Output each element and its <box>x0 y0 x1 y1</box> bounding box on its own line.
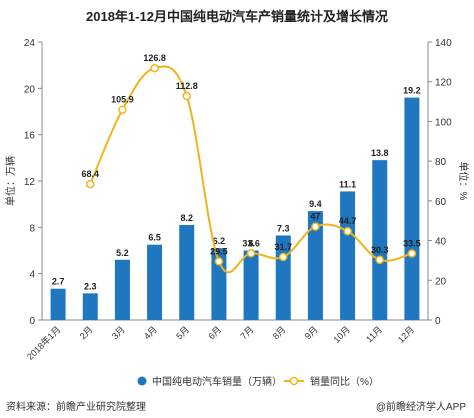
y-tick-label-right: 140 <box>435 38 452 49</box>
bar <box>307 211 323 320</box>
x-tick-label: 7月 <box>239 324 256 341</box>
x-tick-label: 2月 <box>78 324 95 341</box>
bar-value-label: 11.1 <box>339 179 356 189</box>
y-tick-label-right: 20 <box>435 276 447 287</box>
y-tick-label-left: 4 <box>29 270 35 281</box>
line-point <box>343 226 352 236</box>
line-point <box>182 91 191 101</box>
bar-value-label: 8.2 <box>180 213 193 223</box>
chart-svg: 0 4 8 12 16 20 24 0 20 40 60 80 100 120 140 单位：万辆 单位：% 20… <box>4 38 470 388</box>
bar-value-label: 7.3 <box>277 223 290 233</box>
line-value-label: 29.5 <box>210 246 228 256</box>
x-tick-label: 4月 <box>142 324 159 341</box>
brand-note: @前瞻经济学人APP <box>375 402 466 413</box>
bar <box>372 160 388 320</box>
y-tick-label-left: 16 <box>24 131 36 142</box>
x-tick-label: 6月 <box>206 324 223 341</box>
bar <box>147 244 163 320</box>
x-tick-label: 10月 <box>331 324 352 345</box>
line-point <box>150 63 159 73</box>
bar <box>243 250 259 320</box>
bar-value-label: 19.2 <box>403 86 421 96</box>
line-point <box>375 255 384 265</box>
line-value-label: 44.7 <box>339 216 357 226</box>
x-tick-label: 8月 <box>271 324 288 341</box>
line-value-label: 33.6 <box>242 238 260 248</box>
y-tick-label-left: 8 <box>29 223 35 234</box>
bar-value-label: 6.2 <box>213 236 226 246</box>
line-value-label: 47 <box>310 212 320 222</box>
y-axis-label-left: 单位：万辆 <box>4 156 17 206</box>
line-point <box>86 179 95 189</box>
legend-line-marker <box>289 376 299 386</box>
y-tick-label-left: 20 <box>24 84 36 95</box>
bar-value-label: 2.7 <box>52 277 65 287</box>
line-point <box>407 249 417 258</box>
legend-bar-marker <box>137 376 147 386</box>
bar-value-label: 6 <box>249 239 254 249</box>
line-value-label: 112.8 <box>176 81 198 91</box>
line-point <box>311 222 320 231</box>
bar <box>404 97 420 320</box>
x-tick-label: 11月 <box>364 324 384 344</box>
y-tick-label-left: 0 <box>29 316 35 327</box>
bar <box>211 248 227 320</box>
line-value-label: 126.8 <box>143 53 166 63</box>
y-tick-label-right: 40 <box>435 237 447 248</box>
y-tick-label-right: 80 <box>435 157 447 168</box>
y-tick-label-right: 60 <box>435 197 447 208</box>
bar-value-label: 13.8 <box>371 148 389 158</box>
line-point <box>246 249 256 258</box>
bar <box>179 225 195 320</box>
x-tick-label: 5月 <box>174 324 191 341</box>
line-value-label: 31.7 <box>274 242 292 252</box>
x-tick-label: 12月 <box>396 324 417 345</box>
bar-value-label: 5.2 <box>116 248 129 258</box>
y-tick-label-right: 100 <box>435 117 452 128</box>
line-point <box>279 252 288 262</box>
line-value-label: 105.9 <box>111 95 134 105</box>
line-value-label: 68.4 <box>81 169 99 179</box>
bar-value-label: 2.3 <box>84 281 97 291</box>
bar-value-label: 9.4 <box>309 199 322 209</box>
y-tick-label-right: 0 <box>435 316 441 327</box>
y-tick-label-left: 24 <box>24 38 36 49</box>
chart-title: 2018年1-12月中国纯电动汽车产销量统计及增长情况 <box>86 9 388 24</box>
line-value-label: 30.3 <box>371 245 389 255</box>
line-value-label: 33.5 <box>403 238 421 248</box>
legend-bar-label: 中国纯电动汽车销量（万辆） <box>152 375 282 388</box>
bar <box>50 288 66 320</box>
x-tick-label: 9月 <box>303 324 320 341</box>
y-axis-label-right: 单位：% <box>457 162 470 201</box>
line-point <box>118 105 127 114</box>
x-tick-label: 3月 <box>110 324 127 341</box>
x-tick-label: 2018年1月 <box>24 324 62 362</box>
y-tick-label-left: 12 <box>24 177 36 188</box>
legend-line-label: 销量同比（%） <box>310 375 379 388</box>
bar <box>114 259 130 320</box>
y-tick-label-right: 120 <box>435 78 452 89</box>
line-point <box>214 257 224 266</box>
bar <box>340 191 356 320</box>
bar <box>82 293 98 320</box>
bar-value-label: 6.5 <box>148 233 161 243</box>
source-note: 资料来源：前瞻产业研究院整理 <box>6 402 146 413</box>
